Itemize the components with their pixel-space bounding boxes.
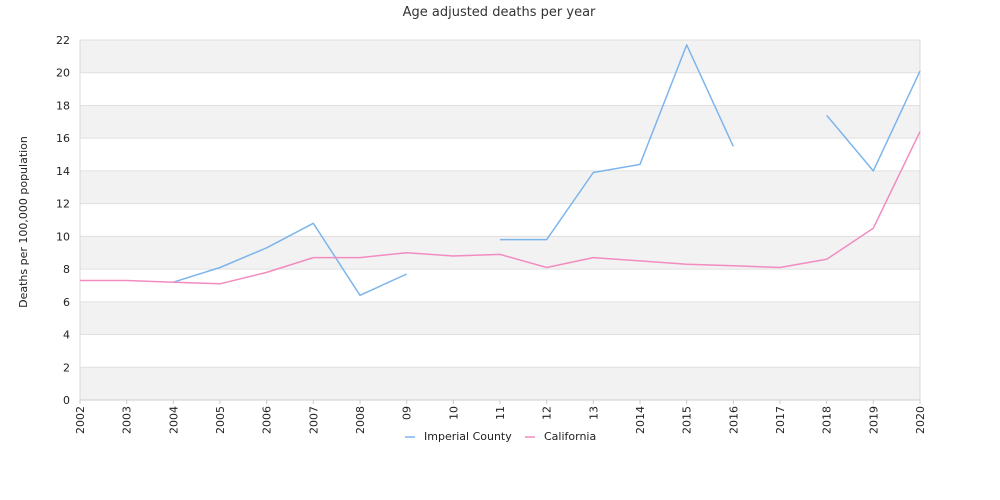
legend-label: California <box>544 430 596 443</box>
x-tick-label: 2004 <box>167 406 180 434</box>
plot-frame <box>79 40 921 401</box>
legend: Imperial County California <box>405 430 596 443</box>
x-tick-label: 2020 <box>914 406 927 434</box>
y-tick-label: 2 <box>63 361 70 374</box>
x-tick-label: 11 <box>494 406 507 420</box>
y-axis-label: Deaths per 100,000 population <box>17 136 30 308</box>
x-tick-label: 13 <box>587 406 600 420</box>
y-tick-label: 10 <box>56 230 70 243</box>
x-tick-label: 2017 <box>774 406 787 434</box>
y-tick-label: 20 <box>56 67 70 80</box>
y-tick-label: 14 <box>56 165 70 178</box>
y-axis-ticks: 0 2 4 6 8 10 12 14 16 18 20 22 <box>56 34 70 407</box>
x-tick-label: 2007 <box>307 406 320 434</box>
x-tick-label: 09 <box>401 406 414 420</box>
y-tick-label: 16 <box>56 132 70 145</box>
x-tick-label: 2002 <box>74 406 87 434</box>
x-tick-label: 2008 <box>354 406 367 434</box>
chart-title: Age adjusted deaths per year <box>403 5 596 20</box>
x-axis-ticks: 2002 2003 2004 2005 2006 2007 2008 09 10 11 12 13 20… <box>74 400 927 434</box>
grid-bands <box>80 40 920 400</box>
y-tick-label: 22 <box>56 34 70 47</box>
x-tick-label: 2019 <box>867 406 880 434</box>
x-tick-label: 10 <box>447 406 460 420</box>
grid-band <box>80 236 920 270</box>
series-line-segment <box>80 131 921 285</box>
grid-band <box>80 367 920 400</box>
legend-item[interactable]: Imperial County <box>405 430 512 443</box>
grid-lines <box>80 39 920 401</box>
y-tick-label: 0 <box>63 394 70 407</box>
x-tick-label: 2016 <box>727 406 740 434</box>
x-tick-label: 2015 <box>681 406 694 434</box>
series-lines <box>80 44 921 297</box>
series-line-segment <box>500 44 734 241</box>
grid-band <box>80 170 920 204</box>
series-line-segment <box>826 70 921 172</box>
series-line-segment <box>173 222 408 297</box>
y-tick-label: 18 <box>56 99 70 112</box>
y-tick-label: 12 <box>56 198 70 211</box>
x-tick-label: 2003 <box>121 406 134 434</box>
x-tick-label: 2005 <box>214 406 227 434</box>
y-tick-label: 4 <box>63 329 70 342</box>
grid-band <box>80 40 920 73</box>
grid-band <box>80 301 920 335</box>
legend-label: Imperial County <box>424 430 512 443</box>
y-tick-label: 6 <box>63 296 70 309</box>
legend-item[interactable]: California <box>525 430 596 443</box>
y-tick-label: 8 <box>63 263 70 276</box>
x-tick-label: 2014 <box>634 406 647 434</box>
x-tick-label: 12 <box>541 406 554 420</box>
series-california <box>80 131 921 285</box>
x-tick-label: 2006 <box>261 406 274 434</box>
series-imperial-county <box>173 44 921 297</box>
grid-band <box>80 105 920 139</box>
x-tick-label: 2018 <box>821 406 834 434</box>
